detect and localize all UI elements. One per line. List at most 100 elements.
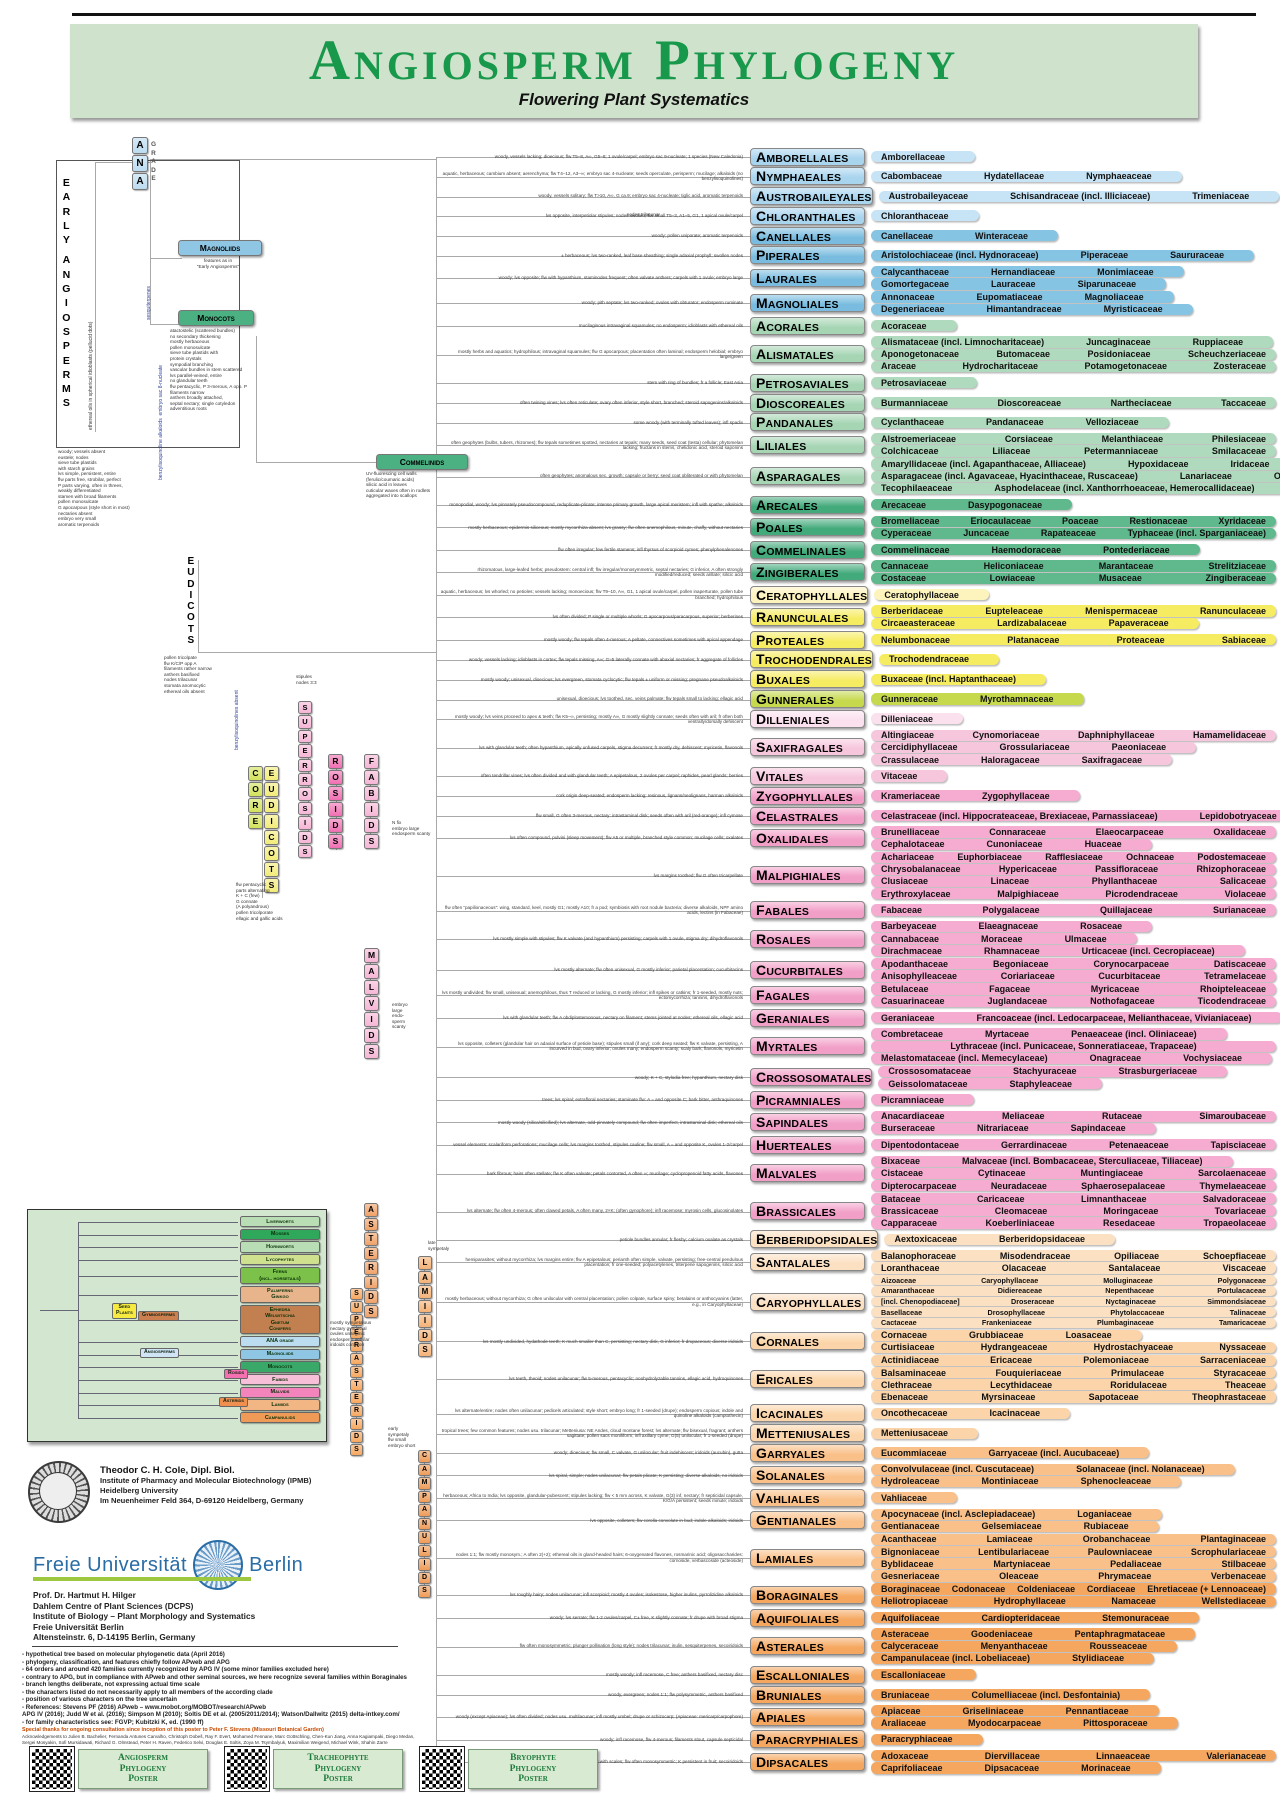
family-name: Burmanniaceae (881, 397, 949, 408)
family-name: Arecaceae (881, 499, 927, 510)
family-name: Lanariaceae (1179, 471, 1232, 482)
family-line: Eucommiaceae Garryaceae (incl. Aucubaceae… (871, 1447, 1150, 1459)
family-line: Petrosaviaceae (871, 377, 977, 389)
family-name: Eupteleaceae (985, 606, 1043, 617)
order-pill: LILIALES (750, 435, 865, 454)
order-pill: CANELLALES (750, 226, 865, 245)
branch-note: lvs often divided; P single or multiple … (552, 614, 743, 620)
family-name: Wellstediaceae (1201, 1596, 1266, 1607)
branch-note: woody, evergreen; nodes 1:1; flw polysym… (608, 1691, 743, 1697)
family-name: Gerrardinaceae (1001, 1139, 1068, 1150)
order-row: woody; K + C, stylodia free; hypanthium,… (440, 1065, 1276, 1090)
clade-letter: M (418, 1477, 431, 1490)
clade-letter: O (264, 846, 279, 861)
family-name: Frankeniaceae (981, 1318, 1032, 1328)
tree-branch (436, 1739, 753, 1741)
families: Aextoxicaceae Berberidopsidaceae (884, 1233, 1276, 1245)
order-name: LILIALES (756, 436, 807, 453)
clade-letter: E (151, 175, 156, 182)
family-name: Myrothamnaceae (980, 694, 1054, 704)
clade-letter: C (264, 830, 279, 845)
order-pill: ACORALES (750, 316, 865, 335)
branch-note: lvs opposite, colleters (glandular hair … (458, 1040, 743, 1052)
family-name: Alstroemeriaceae (881, 433, 957, 444)
tree-branch (436, 527, 753, 528)
tree-note-oils_rot: ethereal oils in spherical idioblasts (p… (88, 321, 94, 430)
family-line: Arecaceae Dasypogonaceae (871, 499, 1073, 511)
tree-branch (436, 1341, 753, 1342)
clade-letter: A (418, 1504, 431, 1517)
order-pill: PIPERALES (750, 246, 865, 265)
family-line: Adoxaceae Diervillaceae Linnaeaceae Valeria… (871, 1750, 1276, 1762)
poster-label: Bryophyte Phylogeny Poster (509, 1753, 557, 1785)
family-line: Burmanniaceae Dioscoreaceae Nartheciaceae T… (871, 396, 1276, 409)
family-line: Anisophylleaceae Coriariaceae Cucurbitacea… (871, 970, 1276, 982)
family-name: Simmondsiaceae (1207, 1297, 1266, 1307)
family-name: Polygalaceae (982, 905, 1040, 916)
clade-letter: A (62, 191, 71, 204)
family-name: Linnaeaceae (1096, 1750, 1151, 1761)
family-name: Capparaceae (881, 1217, 938, 1228)
family-name: Balanophoraceae (881, 1250, 957, 1261)
legend-branch (78, 1366, 238, 1368)
family-line: Bataceae Caricaceae Limnanthaceae Salvadora… (871, 1193, 1276, 1205)
family-name: Rosaceae (1080, 921, 1123, 932)
clade-letter: N (132, 155, 148, 172)
families: Vahliaceae (871, 1492, 1276, 1504)
clade-letter: U (264, 782, 279, 797)
family-name: Basellaceae (881, 1307, 923, 1317)
family-name: Amaryllidaceae (incl. Agapanthaceae, All… (881, 458, 1086, 469)
family-name: Opiliaceae (1114, 1250, 1160, 1261)
tree-branch (436, 594, 753, 596)
family-line: Trochodendraceae (879, 653, 1000, 665)
tree-branch (150, 258, 151, 324)
clade-letter: A (364, 770, 379, 785)
clade-letter: R (298, 772, 312, 787)
legend-tip: Ephedra Welwitschia Gnetum Conifers (240, 1304, 320, 1335)
order-row: woody; vessels lacking; idioblasts in co… (440, 650, 1276, 669)
legend-tip: Hornworts (240, 1241, 320, 1253)
branch-note: monopodial, woody; lvs pinnately pseudoc… (449, 502, 743, 508)
family-name: Onagraceae (1089, 1053, 1142, 1064)
family-name: Eucommiaceae (881, 1447, 947, 1458)
family-line: Araceae Hydrocharitaceae Potamogetonaceae Z… (871, 360, 1276, 372)
clade-letter: U (418, 1531, 431, 1544)
family-line: Canellaceae Winteraceae (871, 230, 1058, 242)
families: Amaryllidaceae (incl. Agapanthaceae, All… (871, 458, 1280, 495)
order-name: AQUIFOLIALES (756, 1609, 840, 1626)
family-line: Austrobaileyaceae Schisandraceae (incl. I… (878, 190, 1280, 202)
clade-letter: R (62, 368, 71, 381)
family-name: Coriariaceae (1000, 971, 1055, 981)
family-name: Tecophilaeaceae (881, 483, 953, 494)
order-name: NYMPHAEALES (756, 168, 842, 185)
branch-note: flw often monosymmetric; plunger pollina… (519, 1643, 743, 1649)
family-name: Myristicaceae (1103, 304, 1163, 315)
branch-note: mostly woody; lvs veins proceed to apex … (454, 713, 743, 724)
order-row: nodes 1:1; flw mostly monosym.; A often … (440, 1533, 1276, 1582)
order-name: TROCHODENDRALES (756, 651, 872, 668)
family-line: Bixaceae Malvaceae (incl. Bombacaceae, St… (871, 1155, 1233, 1167)
footnotes-list: - hypothetical tree based on molecular p… (22, 1651, 452, 1726)
family-name: Griseliniaceae (962, 1705, 1024, 1716)
order-pill: ZYGOPHYLLALES (750, 786, 865, 805)
family-name: Ulmaceae (1064, 933, 1107, 944)
clade-letter: S (364, 1044, 379, 1059)
family-name: Gesneriaceae (881, 1570, 940, 1581)
family-name: Barbeyaceae (881, 921, 937, 932)
clade-letter: M (62, 383, 71, 396)
branch-note: ± herbaceous; lvs two-ranked, leaf base … (561, 252, 743, 258)
order-pill: SANTALALES (750, 1252, 865, 1271)
tree-note-monocots_note: atactostelic (scattered bundles) no seco… (170, 328, 248, 412)
branch-note: lvs spiral, simple; nodes unilacunar; fl… (548, 1472, 743, 1478)
clade-letter: I (350, 1418, 363, 1430)
clade-letter: Y (62, 234, 70, 247)
order-row: mostly herbaceous; epidermis siliceous; … (440, 515, 1276, 539)
family-line: Picramniaceae (871, 1094, 975, 1106)
clade-letter: E (187, 556, 195, 567)
branch-note: woody, vessels solitary; flw T>10, A∞, G… (538, 193, 743, 199)
family-line: Alstroemeriaceae Corsiaceae Melanthiaceae P… (871, 433, 1276, 445)
family-name: Asphodelaceae (incl. Xanthorrhoeaceae, H… (994, 483, 1255, 494)
order-row: lvs alternate; flw often 4-merous; often… (440, 1193, 1276, 1230)
author-line: Im Neuenheimer Feld 364, D-69120 Heidelb… (100, 1496, 304, 1505)
